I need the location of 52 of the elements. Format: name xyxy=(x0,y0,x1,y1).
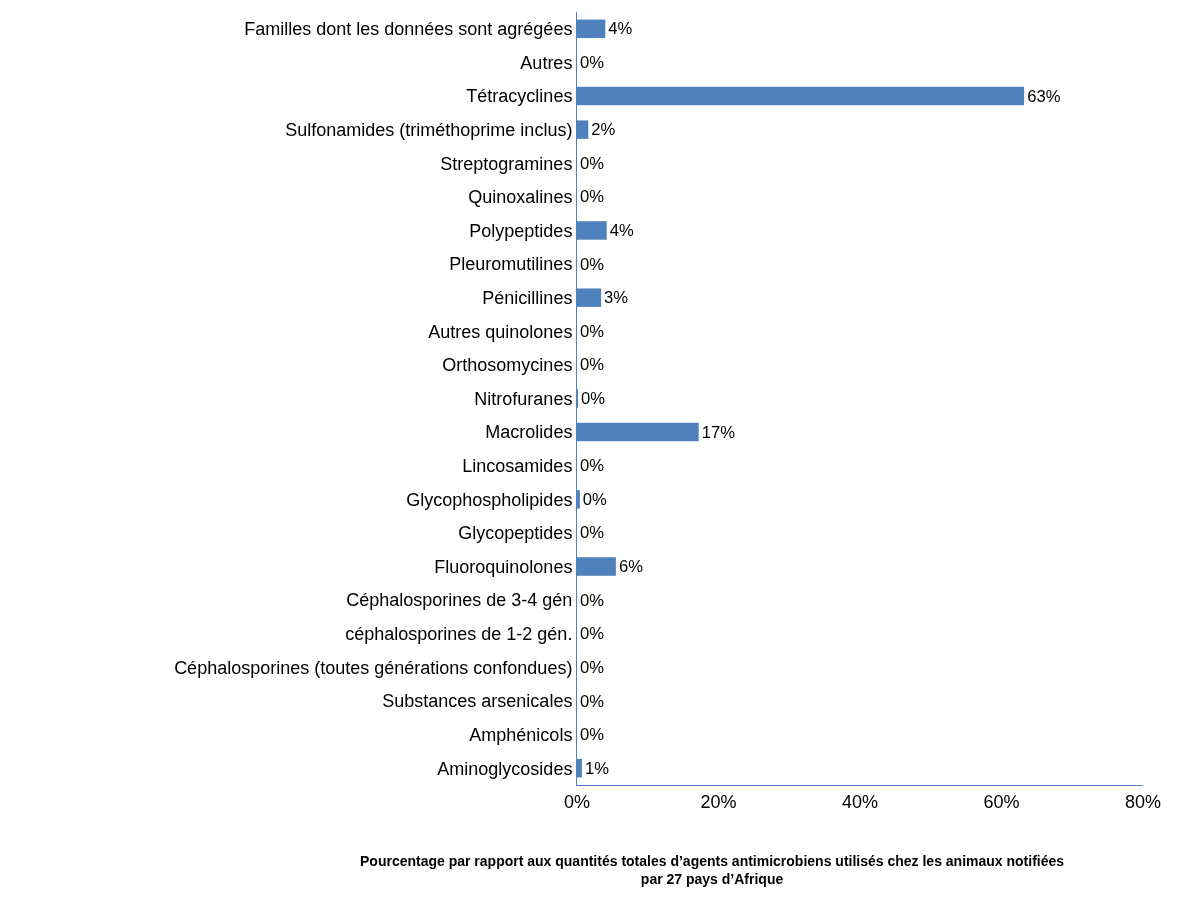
data-label: 0% xyxy=(581,389,606,409)
data-label: 0% xyxy=(580,725,605,745)
y-tick-label: Polypeptides xyxy=(469,220,573,241)
data-label: 0% xyxy=(580,691,605,711)
data-label: 0% xyxy=(580,321,605,341)
y-tick-label: Autres xyxy=(520,52,573,73)
data-label: 4% xyxy=(609,221,634,240)
y-tick-label: Tétracyclines xyxy=(466,86,573,107)
data-label: 0% xyxy=(580,52,605,72)
y-tick-label: Fluoroquinolones xyxy=(434,556,573,577)
y-tick-label: Macrolides xyxy=(485,422,573,443)
y-tick-label: Céphalosporines (toutes générations confondues) xyxy=(174,657,573,678)
y-tick-label: Autres quinolones xyxy=(428,321,573,342)
y-tick-label: Streptogramines xyxy=(440,153,573,174)
y-tick-label: Pleuromutilines xyxy=(449,254,573,275)
data-label: 3% xyxy=(604,288,629,308)
data-label: 0% xyxy=(580,355,605,375)
data-label: 0% xyxy=(580,254,605,274)
y-tick-label: Sulfonamides (triméthoprime inclus) xyxy=(285,119,573,140)
data-label: 0% xyxy=(580,456,605,476)
data-label: 63% xyxy=(1027,86,1061,106)
data-label: 4% xyxy=(608,19,633,39)
data-label: 0% xyxy=(580,187,605,207)
data-label: 1% xyxy=(584,758,610,778)
y-tick-label: Amphénicols xyxy=(469,724,573,745)
data-label: 0% xyxy=(582,489,608,509)
data-label: 0% xyxy=(580,657,605,677)
data-label: 0% xyxy=(580,523,605,543)
y-tick-label: Glycopeptides xyxy=(458,523,573,544)
y-tick-label: Familles dont les données sont agrégées xyxy=(244,19,573,40)
x-tick-label: 60% xyxy=(983,791,1020,812)
y-tick-label: Quinoxalines xyxy=(468,187,573,208)
data-label: 17% xyxy=(701,422,736,442)
x-tick-label: 40% xyxy=(841,791,879,812)
data-label: 0% xyxy=(580,624,605,644)
data-label: 0% xyxy=(580,590,605,610)
y-tick-label: Substances arsenicales xyxy=(382,691,573,712)
data-label: 0% xyxy=(580,153,605,173)
y-tick-label: Pénicillines xyxy=(482,287,573,308)
y-tick-label: Glycophospholipides xyxy=(406,489,573,510)
y-tick-label: Nitrofuranes xyxy=(474,388,573,409)
y-tick-label: Orthosomycines xyxy=(442,355,573,376)
data-label: 2% xyxy=(591,120,616,140)
x-tick-label: 0% xyxy=(563,791,591,812)
y-tick-label: Aminoglycosides xyxy=(437,758,573,779)
x-axis-title: Pourcentage par rapport aux quantités totales d’agents antimicrobiens utilisés chez les animaux notifiées par 27 pays d’Afrique xyxy=(360,853,1065,888)
y-tick-label: Lincosamides xyxy=(462,456,573,477)
x-tick-label: 20% xyxy=(700,791,737,812)
y-tick-label: Céphalosporines de 3-4 gén xyxy=(346,590,573,611)
y-tick-label: céphalosporines de 1-2 gén. xyxy=(345,624,573,645)
data-label: 6% xyxy=(618,557,644,577)
x-tick-label: 80% xyxy=(1124,791,1162,812)
